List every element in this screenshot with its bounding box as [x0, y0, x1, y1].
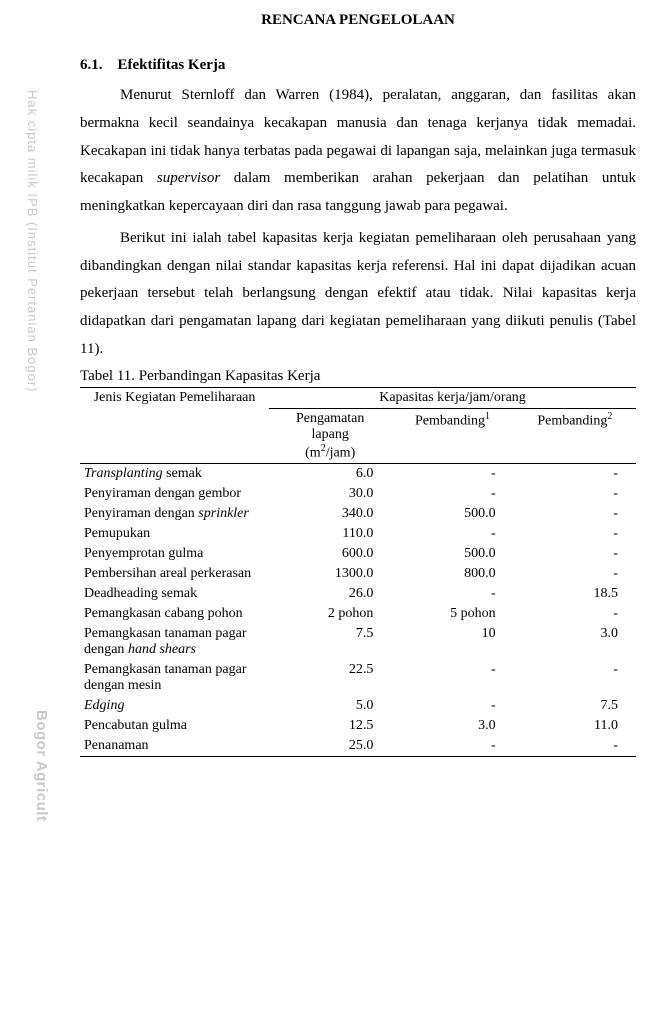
cell-p1: - [391, 484, 513, 504]
cell-p1: 10 [391, 624, 513, 660]
para1-italic: supervisor [157, 170, 220, 186]
cell-p1: - [391, 524, 513, 544]
cell-activity-italic: Edging [84, 698, 124, 713]
sub-p1-sup: 1 [485, 411, 490, 422]
table-row: Pemangkasan cabang pohon 2 pohon 5 pohon… [80, 604, 636, 624]
sub-obs-unit-post: /jam) [326, 445, 356, 460]
cell-activity: Penyiraman dengan gembor [80, 484, 269, 504]
table-subheader-pembanding2: Pembanding2 [514, 408, 636, 464]
cell-activity-italic: Transplanting [84, 466, 163, 481]
table-row: Penanaman 25.0 - - [80, 736, 636, 757]
cell-obs: 6.0 [269, 464, 391, 485]
section-number: 6.1. [80, 57, 103, 73]
cell-activity-post: semak [163, 466, 202, 481]
cell-p1: 5 pohon [391, 604, 513, 624]
cell-p2: 3.0 [514, 624, 636, 660]
cell-activity: Pembersihan areal perkerasan [80, 564, 269, 584]
cell-p1: - [391, 584, 513, 604]
cell-activity: Penyemprotan gulma [80, 544, 269, 564]
table-row: Transplanting semak 6.0 - - [80, 464, 636, 485]
paragraph-2: Berikut ini ialah tabel kapasitas kerja … [80, 225, 636, 364]
cell-p1: 800.0 [391, 564, 513, 584]
cell-p2: - [514, 564, 636, 584]
cell-p1: 3.0 [391, 716, 513, 736]
sub-p1-text: Pembanding [415, 413, 485, 428]
cell-obs: 110.0 [269, 524, 391, 544]
cell-activity-pre: Penyiraman dengan [84, 506, 198, 521]
table-header-activity: Jenis Kegiatan Pemeliharaan [80, 387, 269, 464]
sub-obs-l1: Pengamatan [296, 411, 364, 426]
table-subheader-pembanding1: Pembanding1 [391, 408, 513, 464]
table-row: Pencabutan gulma 12.5 3.0 11.0 [80, 716, 636, 736]
chapter-title: RENCANA PENGELOLAAN [80, 12, 636, 29]
cell-obs: 12.5 [269, 716, 391, 736]
cell-activity: Penanaman [80, 736, 269, 757]
paragraph-1: Menurut Sternloff dan Warren (1984), per… [80, 82, 636, 221]
section-title: Efektifitas Kerja [118, 57, 226, 73]
table-subheader-observation: Pengamatan lapang (m2/jam) [269, 408, 391, 464]
section-heading: 6.1. Efektifitas Kerja [80, 57, 636, 74]
cell-p2: 18.5 [514, 584, 636, 604]
table-row: Penyemprotan gulma 600.0 500.0 - [80, 544, 636, 564]
table-row: Pemangkasan tanaman pagar dengan mesin 2… [80, 660, 636, 696]
cell-activity: Pemangkasan tanaman pagar dengan mesin [80, 660, 269, 696]
cell-obs: 7.5 [269, 624, 391, 660]
table-caption: Tabel 11. Perbandingan Kapasitas Kerja [80, 368, 636, 385]
cell-p1: - [391, 736, 513, 757]
cell-p2: - [514, 484, 636, 504]
cell-p2: - [514, 504, 636, 524]
table-row: Pemangkasan tanaman pagar dengan hand sh… [80, 624, 636, 660]
cell-p2: - [514, 524, 636, 544]
sub-p2-sup: 2 [607, 411, 612, 422]
cell-obs: 600.0 [269, 544, 391, 564]
cell-obs: 26.0 [269, 584, 391, 604]
cell-p1: - [391, 464, 513, 485]
cell-obs: 25.0 [269, 736, 391, 757]
cell-obs: 340.0 [269, 504, 391, 524]
cell-p2: - [514, 604, 636, 624]
cell-obs: 22.5 [269, 660, 391, 696]
table-body: Transplanting semak 6.0 - - Penyiraman d… [80, 464, 636, 757]
cell-p1: 500.0 [391, 504, 513, 524]
cell-obs: 1300.0 [269, 564, 391, 584]
sub-obs-unit-pre: (m [305, 445, 321, 460]
cell-p2: - [514, 544, 636, 564]
cell-activity-italic: sprinkler [198, 506, 249, 521]
table-row: Pembersihan areal perkerasan 1300.0 800.… [80, 564, 636, 584]
table-row: Penyiraman dengan sprinkler 340.0 500.0 … [80, 504, 636, 524]
cell-p1: 500.0 [391, 544, 513, 564]
table-header-capacity: Kapasitas kerja/jam/orang [269, 387, 636, 408]
cell-activity-italic: hand shears [128, 642, 196, 657]
cell-p2: 7.5 [514, 696, 636, 716]
page-container: RENCANA PENGELOLAAN 6.1. Efektifitas Ker… [0, 0, 654, 769]
table-row: Penyiraman dengan gembor 30.0 - - [80, 484, 636, 504]
cell-activity: Pencabutan gulma [80, 716, 269, 736]
cell-obs: 30.0 [269, 484, 391, 504]
cell-p2: - [514, 736, 636, 757]
cell-activity: Deadheading semak [80, 584, 269, 604]
cell-activity: Pemangkasan cabang pohon [80, 604, 269, 624]
cell-obs: 5.0 [269, 696, 391, 716]
cell-obs: 2 pohon [269, 604, 391, 624]
table-row: Pemupukan 110.0 - - [80, 524, 636, 544]
cell-p2: - [514, 464, 636, 485]
table-row: Edging 5.0 - 7.5 [80, 696, 636, 716]
sub-obs-l2: lapang [312, 427, 349, 442]
cell-p2: 11.0 [514, 716, 636, 736]
sub-p2-text: Pembanding [537, 413, 607, 428]
cell-p1: - [391, 660, 513, 696]
cell-p2: - [514, 660, 636, 696]
cell-activity: Pemupukan [80, 524, 269, 544]
capacity-table: Jenis Kegiatan Pemeliharaan Kapasitas ke… [80, 387, 636, 758]
table-row: Deadheading semak 26.0 - 18.5 [80, 584, 636, 604]
cell-p1: - [391, 696, 513, 716]
